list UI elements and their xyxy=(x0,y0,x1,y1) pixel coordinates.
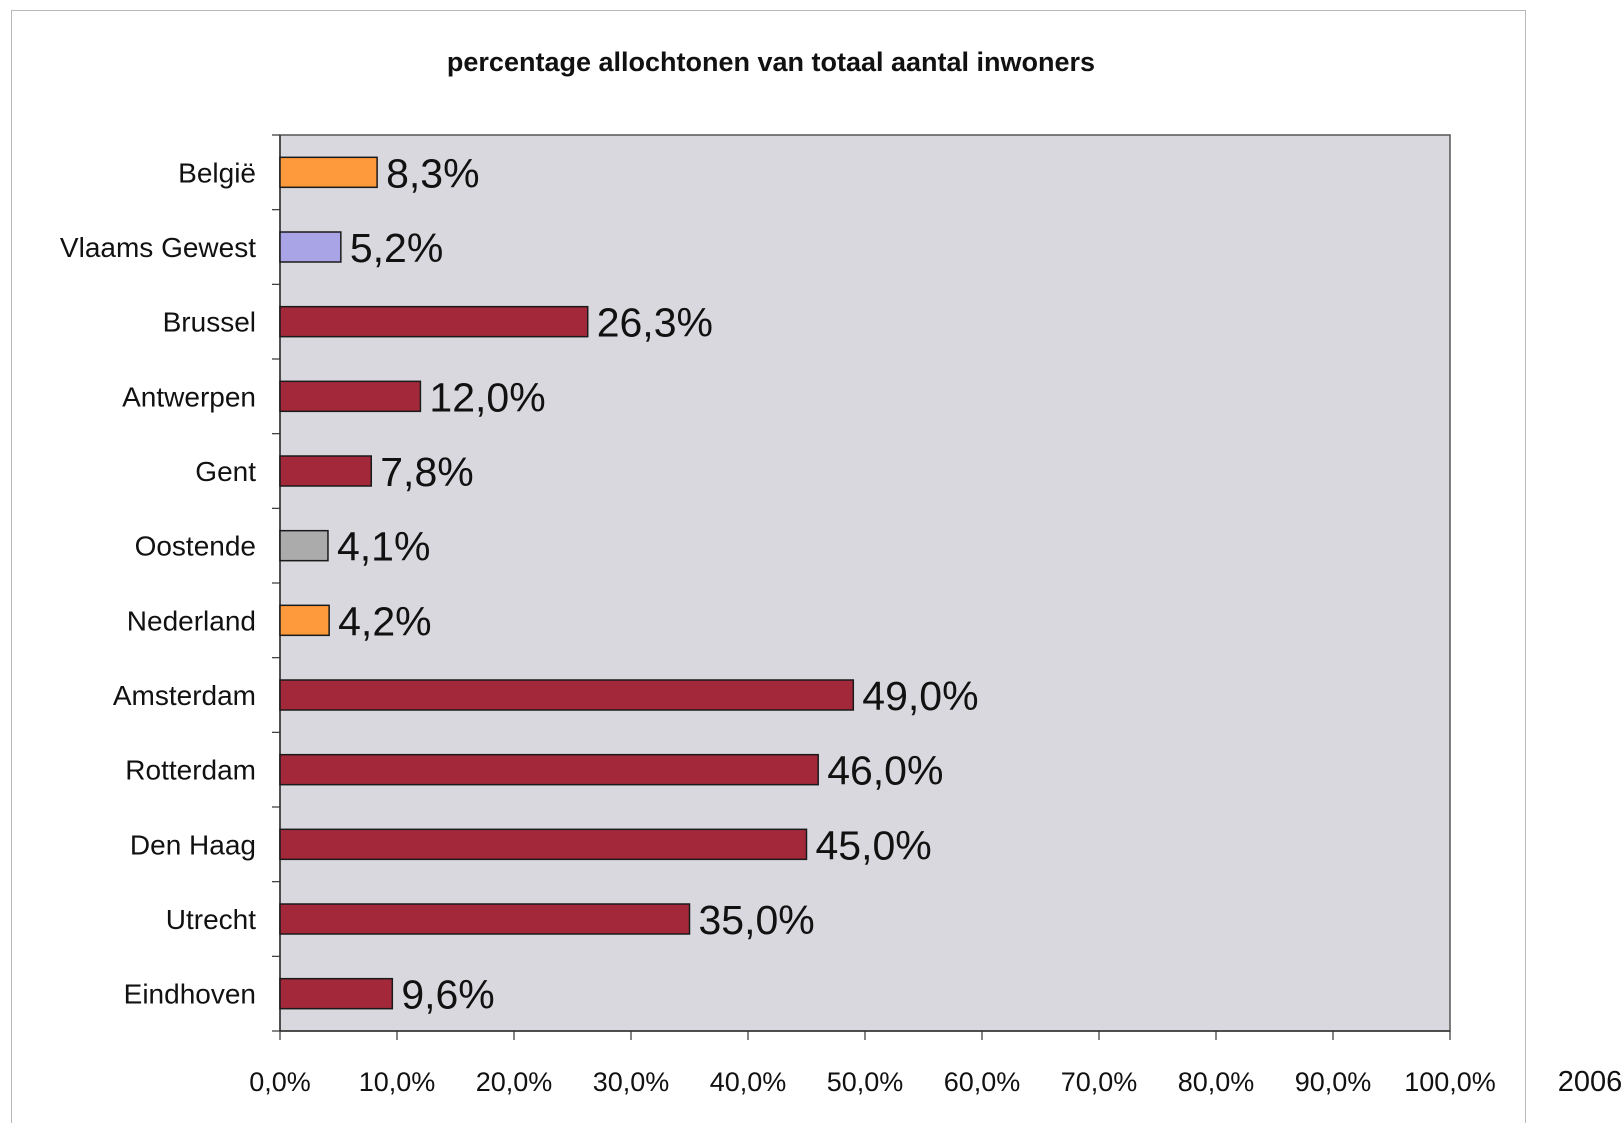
x-axis-tick-labels: 0,0% 10,0% 20,0% 30,0% 40,0% 50,0% 60,0% 70,0% 8… xyxy=(249,1067,1496,1097)
x-tick-label: 20,0% xyxy=(476,1067,553,1097)
category-label: Vlaams Gewest xyxy=(60,232,256,263)
category-label: Rotterdam xyxy=(125,755,256,786)
bar xyxy=(279,305,589,338)
data-label: 35,0% xyxy=(699,897,815,943)
x-axis-ticks xyxy=(279,1031,1451,1040)
bar xyxy=(279,231,342,263)
plot-area xyxy=(279,134,1451,1032)
bar xyxy=(279,977,394,1010)
bar xyxy=(279,455,373,487)
bar xyxy=(279,753,819,786)
bar xyxy=(279,604,330,637)
x-tick-label: 60,0% xyxy=(944,1067,1021,1097)
category-label: Antwerpen xyxy=(122,381,256,412)
x-tick-label: 80,0% xyxy=(1178,1067,1255,1097)
data-label: 9,6% xyxy=(401,972,494,1018)
category-label: België xyxy=(178,157,256,188)
data-label: 7,8% xyxy=(380,449,473,495)
bar xyxy=(279,156,378,189)
bar xyxy=(279,529,329,562)
category-label: Brussel xyxy=(163,307,256,338)
x-tick-label: 70,0% xyxy=(1061,1067,1138,1097)
category-label: Utrecht xyxy=(166,904,256,935)
x-tick-label: 90,0% xyxy=(1295,1067,1372,1097)
data-label: 4,2% xyxy=(338,598,431,644)
category-ticks xyxy=(272,134,280,1032)
bar xyxy=(279,828,808,861)
category-label: Amsterdam xyxy=(113,680,256,711)
category-label: Den Haag xyxy=(130,829,256,860)
data-label: 26,3% xyxy=(597,300,713,346)
x-tick-label: 0,0% xyxy=(249,1067,311,1097)
bar xyxy=(279,679,855,711)
data-label: 12,0% xyxy=(429,374,545,420)
data-label: 4,1% xyxy=(337,524,430,570)
category-labels: België Vlaams Gewest Brussel Antwerpen Gent O… xyxy=(60,157,256,1009)
bar xyxy=(279,903,691,935)
category-label: Nederland xyxy=(127,605,256,636)
x-tick-label: 30,0% xyxy=(593,1067,670,1097)
data-label: 8,3% xyxy=(386,150,479,196)
data-label: 45,0% xyxy=(816,822,932,868)
chart-title: percentage allochtonen van totaal aantal… xyxy=(447,47,1095,77)
data-label: 46,0% xyxy=(827,748,943,794)
bars xyxy=(279,156,855,1010)
bar xyxy=(279,380,422,413)
x-tick-label: 50,0% xyxy=(827,1067,904,1097)
data-label: 5,2% xyxy=(350,225,443,271)
category-label: Gent xyxy=(195,456,256,487)
x-tick-label: 100,0% xyxy=(1404,1067,1496,1097)
x-tick-label: 40,0% xyxy=(710,1067,787,1097)
data-labels: 8,3% 5,2% 26,3% 12,0% 7,8% 4,1% 4,2% 49,0% 46,0%… xyxy=(337,150,979,1017)
category-label: Eindhoven xyxy=(124,979,256,1010)
category-label: Oostende xyxy=(135,531,256,562)
year-note: 2006 xyxy=(1558,1066,1623,1098)
data-label: 49,0% xyxy=(862,673,978,719)
x-tick-label: 10,0% xyxy=(359,1067,436,1097)
